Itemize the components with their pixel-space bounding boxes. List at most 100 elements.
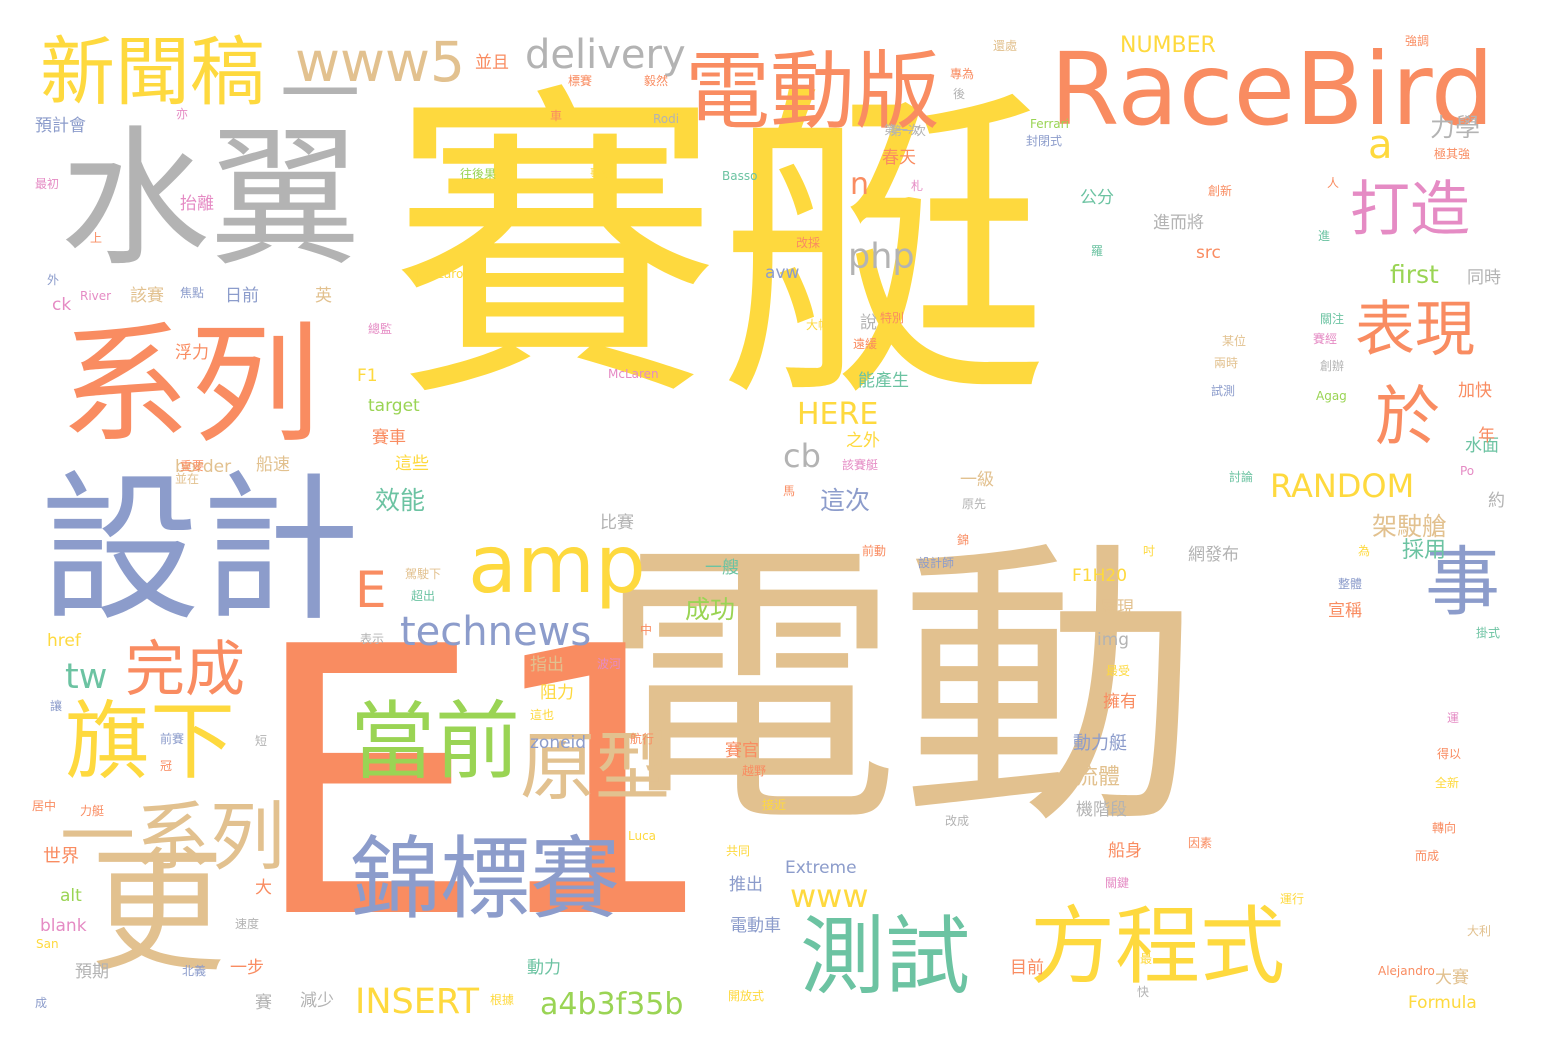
cloud-word: 吋 xyxy=(1143,544,1156,558)
cloud-word: F1 xyxy=(357,366,378,386)
cloud-word: 讓 xyxy=(50,699,63,713)
cloud-word: 宣稱 xyxy=(1328,601,1362,621)
cloud-word: 賽經 xyxy=(1313,332,1338,346)
cloud-word: 第一次 xyxy=(884,123,921,137)
cloud-word: 說 xyxy=(860,313,877,333)
cloud-word: 特別 xyxy=(880,311,905,325)
cloud-word: 進 xyxy=(1318,229,1331,243)
cloud-word: 展現 xyxy=(1100,598,1134,618)
cloud-word: 電動車 xyxy=(730,916,781,936)
cloud-word: 速度 xyxy=(235,917,260,931)
cloud-word: 遠緩 xyxy=(853,337,878,351)
cloud-word: 還處 xyxy=(993,39,1018,53)
cloud-word: 力艇 xyxy=(80,804,105,818)
cloud-word: 加快 xyxy=(1458,381,1492,401)
cloud-word: 聖納 xyxy=(590,167,615,181)
cloud-word: 賽 xyxy=(255,993,272,1013)
cloud-word: blank xyxy=(40,916,87,936)
cloud-word: 專為 xyxy=(950,67,975,81)
cloud-word: 上 xyxy=(90,231,103,245)
cloud-word: zoneid xyxy=(530,733,587,753)
cloud-word: 馬 xyxy=(783,484,796,498)
cloud-word: first xyxy=(1390,260,1439,289)
cloud-word: 車 xyxy=(550,109,563,123)
cloud-word: 並且 xyxy=(475,53,509,73)
cloud-word: 預期 xyxy=(75,962,109,982)
cloud-word: INSERT xyxy=(355,982,479,1022)
cloud-word: 前賽 xyxy=(160,732,185,746)
cloud-word: 中 xyxy=(640,623,653,637)
cloud-word: 水面 xyxy=(1465,436,1499,456)
cloud-word: 得以 xyxy=(1437,747,1462,761)
cloud-word: 整體 xyxy=(1338,577,1363,591)
cloud-word: ck xyxy=(52,295,72,315)
cloud-word: 後 xyxy=(953,87,966,101)
cloud-word: 創新 xyxy=(1208,184,1233,198)
cloud-word: technews xyxy=(400,609,592,655)
cloud-word: Rodi xyxy=(653,112,680,126)
cloud-word: 電動 xyxy=(600,515,1200,864)
cloud-word: 改成 xyxy=(945,814,970,828)
cloud-word: 打造 xyxy=(1350,175,1470,245)
cloud-word: 英 xyxy=(315,286,332,306)
cloud-word: 往後果 xyxy=(460,167,497,181)
cloud-word: avw xyxy=(765,263,800,283)
cloud-word: 外 xyxy=(47,273,60,287)
cloud-word: Formula xyxy=(1408,993,1477,1013)
cloud-word: cb xyxy=(783,437,821,475)
cloud-word: 機階段 xyxy=(1076,800,1127,820)
cloud-word: n xyxy=(850,167,870,202)
cloud-word: 人 xyxy=(1327,176,1340,190)
cloud-word: 試測 xyxy=(1211,384,1236,398)
cloud-word: 測試 xyxy=(800,908,971,1007)
cloud-word: 表現 xyxy=(1355,295,1475,365)
cloud-word: 力學 xyxy=(1430,113,1481,142)
cloud-word: 第一次 xyxy=(890,124,927,138)
cloud-word: 這次 xyxy=(820,486,871,515)
cloud-word: 同時 xyxy=(1467,268,1501,288)
cloud-word: McLaren xyxy=(608,367,659,381)
cloud-word: 總監 xyxy=(368,322,393,336)
cloud-word: 賽官 xyxy=(725,741,759,761)
cloud-word: 成 xyxy=(35,996,48,1010)
cloud-word: 最受 xyxy=(1106,664,1131,678)
cloud-word: 越野 xyxy=(742,764,767,778)
cloud-word: 航行 xyxy=(630,732,655,746)
cloud-word: 事 xyxy=(1425,538,1501,626)
cloud-word: 改採 xyxy=(796,236,821,250)
cloud-word: HERE xyxy=(797,397,879,432)
cloud-word: 最 xyxy=(1140,952,1153,966)
cloud-word: 一艘 xyxy=(705,558,739,578)
cloud-word: 短 xyxy=(255,734,268,748)
cloud-word: Luca xyxy=(628,829,657,843)
cloud-word: Agag xyxy=(1316,389,1347,403)
cloud-word: 焦點 xyxy=(180,286,205,300)
cloud-word: 快 xyxy=(1137,985,1150,999)
cloud-word: 並在 xyxy=(175,472,200,486)
cloud-word: 進而將 xyxy=(1153,213,1204,233)
cloud-word: 大利 xyxy=(1467,924,1492,938)
cloud-word: 一級 xyxy=(960,470,994,490)
cloud-word: 根據 xyxy=(490,993,515,1007)
cloud-word: 運 xyxy=(1447,711,1460,725)
cloud-word: 一系列 xyxy=(60,793,286,881)
cloud-word: 駕駛下 xyxy=(405,567,442,581)
cloud-word: 原型 xyxy=(520,723,671,811)
cloud-word: 大 xyxy=(255,878,272,898)
cloud-word: 大幅 xyxy=(806,318,831,332)
cloud-word: 運行 xyxy=(1280,892,1305,906)
cloud-word: 方程式 xyxy=(1030,898,1286,997)
cloud-word: 能產生 xyxy=(858,371,909,391)
cloud-word: 冠 xyxy=(160,759,173,773)
cloud-word: Alejandro xyxy=(1378,964,1435,978)
cloud-word: 浮力 xyxy=(175,343,209,363)
cloud-word: 轉向 xyxy=(1432,821,1457,835)
cloud-word: E1 xyxy=(250,570,720,1000)
cloud-word: www xyxy=(790,877,869,915)
cloud-word: 掛式 xyxy=(1476,626,1501,640)
cloud-word: a xyxy=(1368,122,1393,168)
cloud-word: 比賽 xyxy=(600,513,634,533)
cloud-word: target xyxy=(368,396,420,416)
cloud-word: 之外 xyxy=(846,431,880,451)
